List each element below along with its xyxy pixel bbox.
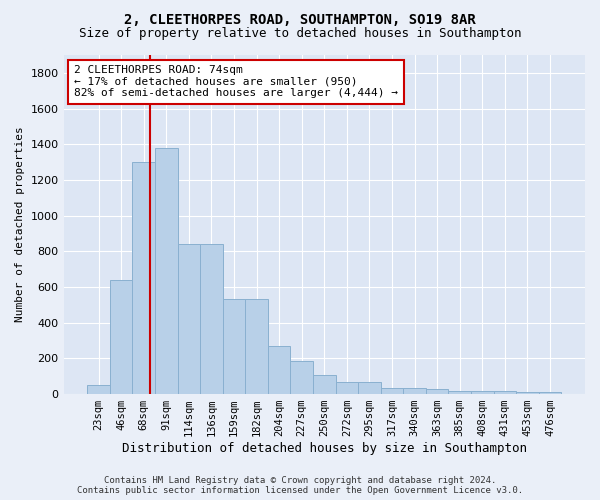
- Bar: [200, 244, 223, 394]
- Y-axis label: Number of detached properties: Number of detached properties: [15, 126, 25, 322]
- Bar: [335, 382, 358, 394]
- Bar: [268, 346, 290, 394]
- Bar: [87, 385, 110, 394]
- Text: Size of property relative to detached houses in Southampton: Size of property relative to detached ho…: [79, 28, 521, 40]
- Bar: [245, 300, 268, 394]
- Bar: [110, 280, 133, 394]
- Bar: [516, 392, 539, 394]
- Bar: [223, 300, 245, 394]
- Bar: [381, 388, 403, 394]
- Bar: [290, 361, 313, 394]
- Bar: [403, 388, 426, 394]
- Bar: [448, 392, 471, 394]
- Text: 2, CLEETHORPES ROAD, SOUTHAMPTON, SO19 8AR: 2, CLEETHORPES ROAD, SOUTHAMPTON, SO19 8…: [124, 12, 476, 26]
- Bar: [426, 388, 448, 394]
- Bar: [178, 244, 200, 394]
- Text: 2 CLEETHORPES ROAD: 74sqm
← 17% of detached houses are smaller (950)
82% of semi: 2 CLEETHORPES ROAD: 74sqm ← 17% of detac…: [74, 65, 398, 98]
- Bar: [133, 162, 155, 394]
- Bar: [494, 392, 516, 394]
- Bar: [358, 382, 381, 394]
- X-axis label: Distribution of detached houses by size in Southampton: Distribution of detached houses by size …: [122, 442, 527, 455]
- Bar: [471, 392, 494, 394]
- Bar: [313, 376, 335, 394]
- Bar: [155, 148, 178, 394]
- Bar: [539, 392, 561, 394]
- Text: Contains HM Land Registry data © Crown copyright and database right 2024.
Contai: Contains HM Land Registry data © Crown c…: [77, 476, 523, 495]
